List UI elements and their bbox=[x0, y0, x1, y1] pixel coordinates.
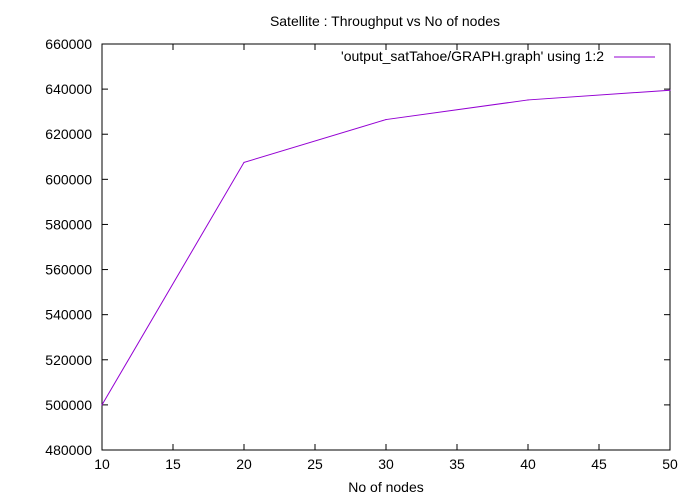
y-axis: 480000 500000 520000 540000 560000 580000 6000… bbox=[45, 36, 670, 458]
y-tick-label: 580000 bbox=[45, 216, 92, 232]
chart-title: Satellite : Throughput vs No of nodes bbox=[270, 13, 500, 29]
x-tick-label: 15 bbox=[165, 456, 181, 472]
x-axis-title: No of nodes bbox=[348, 479, 424, 495]
data-point bbox=[527, 99, 529, 101]
series-line bbox=[101, 89, 671, 406]
x-tick-label: 35 bbox=[449, 456, 465, 472]
x-tick-label: 20 bbox=[236, 456, 252, 472]
data-point bbox=[243, 161, 245, 164]
y-tick-label: 520000 bbox=[45, 352, 92, 368]
y-tick-label: 560000 bbox=[45, 262, 92, 278]
y-tick-label: 540000 bbox=[45, 307, 92, 323]
x-tick-label: 30 bbox=[378, 456, 394, 472]
data-point bbox=[101, 404, 103, 406]
plot-frame bbox=[101, 43, 671, 451]
x-tick-label: 45 bbox=[591, 456, 607, 472]
y-tick-label: 480000 bbox=[45, 442, 92, 458]
y-tick-label: 660000 bbox=[45, 36, 92, 52]
y-tick-label: 620000 bbox=[45, 126, 92, 142]
legend: 'output_satTahoe/GRAPH.graph' using 1:2 bbox=[341, 48, 655, 64]
x-tick-label: 40 bbox=[520, 456, 536, 472]
legend-entry-label: 'output_satTahoe/GRAPH.graph' using 1:2 bbox=[341, 48, 604, 64]
x-tick-label: 25 bbox=[307, 456, 323, 472]
series-layer bbox=[101, 89, 671, 406]
y-tick-label: 600000 bbox=[45, 171, 92, 187]
x-tick-label: 50 bbox=[662, 456, 678, 472]
data-point bbox=[385, 118, 387, 121]
data-point bbox=[669, 89, 671, 91]
x-axis: 10 15 20 25 30 35 40 45 50 bbox=[94, 44, 678, 472]
x-tick-label: 10 bbox=[94, 456, 110, 472]
y-tick-label: 500000 bbox=[45, 397, 92, 413]
y-tick-label: 640000 bbox=[45, 81, 92, 97]
